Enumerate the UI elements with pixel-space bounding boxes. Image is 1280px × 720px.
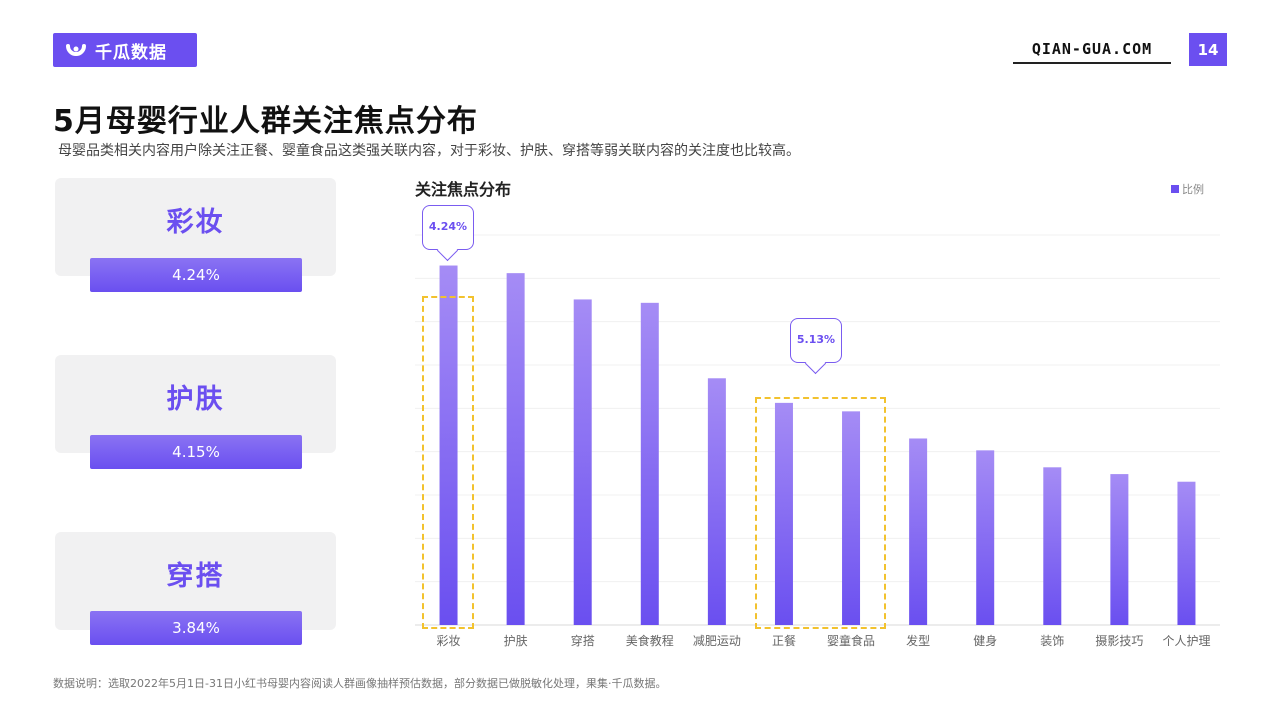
chart-bars bbox=[439, 265, 1196, 625]
site-url: QIAN-GUA.COM bbox=[1013, 40, 1171, 64]
chart-x-labels: 彩妆 护肤 穿搭 美食教程 减肥运动 正餐 婴童食品 发型 健身 装饰 摄影技巧 个人护理 bbox=[437, 633, 1211, 648]
x-tick-label: 正餐 bbox=[772, 633, 796, 648]
bar bbox=[1110, 474, 1129, 625]
page-number: 14 bbox=[1189, 33, 1227, 66]
focus-card-value: 3.84% bbox=[90, 611, 302, 645]
focus-card-value: 4.15% bbox=[90, 435, 302, 469]
callout-right: 5.13% bbox=[790, 318, 842, 363]
highlight-box-left bbox=[422, 296, 474, 629]
page-subtitle: 母婴品类相关内容用户除关注正餐、婴童食品这类强关联内容，对于彩妆、护肤、穿搭等弱… bbox=[58, 143, 800, 159]
focus-card-label: 护肤 bbox=[166, 384, 225, 415]
chart-legend: 比例 bbox=[1171, 181, 1204, 197]
x-tick-label: 婴童食品 bbox=[827, 633, 875, 648]
x-tick-label: 彩妆 bbox=[437, 634, 461, 648]
bar bbox=[1177, 481, 1196, 625]
bar bbox=[976, 450, 995, 625]
bar bbox=[1043, 467, 1062, 625]
legend-label: 比例 bbox=[1182, 183, 1204, 196]
bar bbox=[573, 299, 592, 625]
legend-swatch bbox=[1171, 185, 1179, 193]
bar bbox=[842, 411, 861, 625]
bar bbox=[707, 378, 726, 625]
chart-title: 关注焦点分布 bbox=[415, 180, 512, 199]
x-tick-label: 减肥运动 bbox=[693, 634, 741, 648]
focus-card-value: 4.24% bbox=[90, 258, 302, 292]
bar-chart: 彩妆 护肤 穿搭 美食教程 减肥运动 正餐 婴童食品 发型 健身 装饰 摄影技巧 个人护理 bbox=[415, 234, 1220, 648]
bar bbox=[909, 438, 928, 625]
page-title: 5月母婴行业人群关注焦点分布 bbox=[53, 104, 478, 139]
x-tick-label: 装饰 bbox=[1040, 634, 1064, 648]
x-tick-label: 摄影技巧 bbox=[1095, 633, 1143, 648]
focus-card-label: 穿搭 bbox=[166, 561, 225, 592]
bar bbox=[640, 302, 659, 625]
x-tick-label: 护肤 bbox=[504, 633, 528, 648]
x-tick-label: 个人护理 bbox=[1162, 634, 1210, 648]
x-tick-label: 穿搭 bbox=[571, 633, 595, 648]
qiangua-logo-icon bbox=[66, 44, 86, 56]
highlight-box-right bbox=[755, 397, 886, 629]
x-tick-label: 发型 bbox=[906, 633, 930, 648]
footnote: 数据说明：选取2022年5月1日-31日小红书母婴内容阅读人群画像抽样预估数据，… bbox=[53, 677, 667, 690]
brand-logo: 千瓜数据 bbox=[53, 33, 197, 67]
bar bbox=[774, 402, 793, 625]
brand-name: 千瓜数据 bbox=[95, 42, 167, 63]
callout-left: 4.24% bbox=[422, 205, 474, 250]
bar bbox=[506, 273, 525, 625]
x-tick-label: 美食教程 bbox=[626, 633, 674, 648]
focus-card-label: 彩妆 bbox=[166, 207, 225, 238]
x-tick-label: 健身 bbox=[973, 633, 997, 648]
bar bbox=[439, 265, 458, 625]
